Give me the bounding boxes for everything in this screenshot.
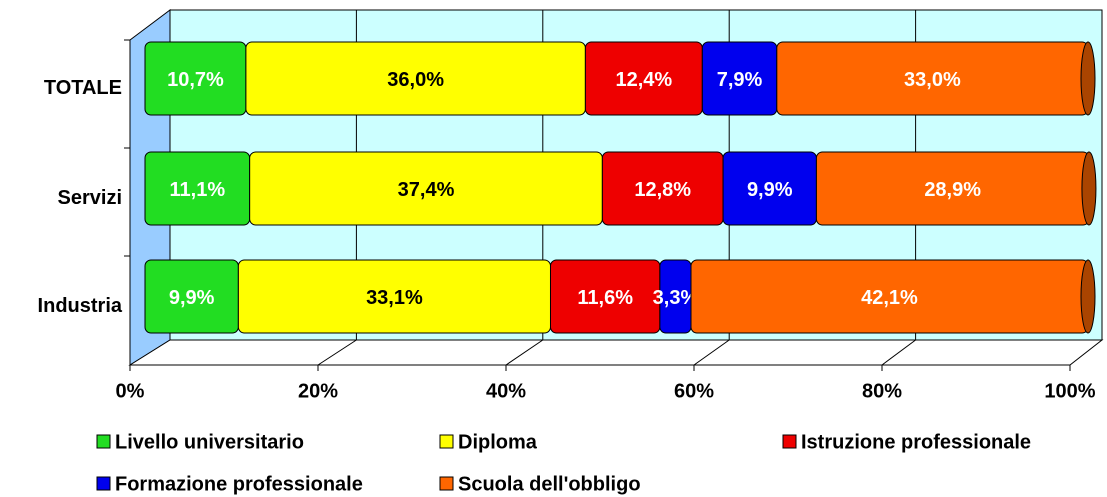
bar-cap [1081,151,1097,226]
bar-cap [1080,259,1096,334]
y-tick-label: Industria [38,295,123,317]
floor-grid-line [881,339,916,366]
x-tick-label: 20% [298,380,338,402]
legend-label: Diploma [458,431,538,453]
legend-label: Formazione professionale [115,473,363,495]
legend-swatch [439,476,454,491]
floor-grid-line [317,339,357,366]
x-tick-label: 0% [116,380,145,402]
x-tick-label: 60% [674,380,714,402]
value-label: 36,0% [387,69,444,91]
value-label: 12,8% [634,179,691,201]
x-tick-label: 80% [862,380,902,402]
value-label: 12,4% [615,69,672,91]
floor-grid-line [693,339,730,366]
value-label: 3,3% [653,287,699,309]
legend-label: Livello universitario [115,431,304,453]
legend-label: Istruzione professionale [801,431,1031,453]
value-label: 33,1% [366,287,423,309]
floor [128,339,1104,366]
value-label: 10,7% [167,69,224,91]
bar-cap [1080,41,1096,116]
y-tick-label: TOTALE [44,77,122,99]
legend-swatch [96,476,111,491]
floor-grid-line [505,339,544,366]
legend-swatch [782,434,797,449]
x-tick-label: 40% [486,380,526,402]
value-label: 42,1% [861,287,918,309]
value-label: 33,0% [904,69,961,91]
value-label: 28,9% [924,179,981,201]
value-label: 11,1% [170,179,226,201]
value-label: 7,9% [717,69,763,91]
legend-label: Scuola dell'obbligo [458,473,641,495]
value-label: 9,9% [747,179,793,201]
legend-swatch [96,434,111,449]
x-tick-label: 100% [1044,380,1095,402]
legend-swatch [439,434,454,449]
value-label: 37,4% [398,179,455,201]
value-label: 9,9% [169,287,215,309]
value-label: 11,6% [577,287,633,309]
y-tick-label: Servizi [58,187,122,209]
